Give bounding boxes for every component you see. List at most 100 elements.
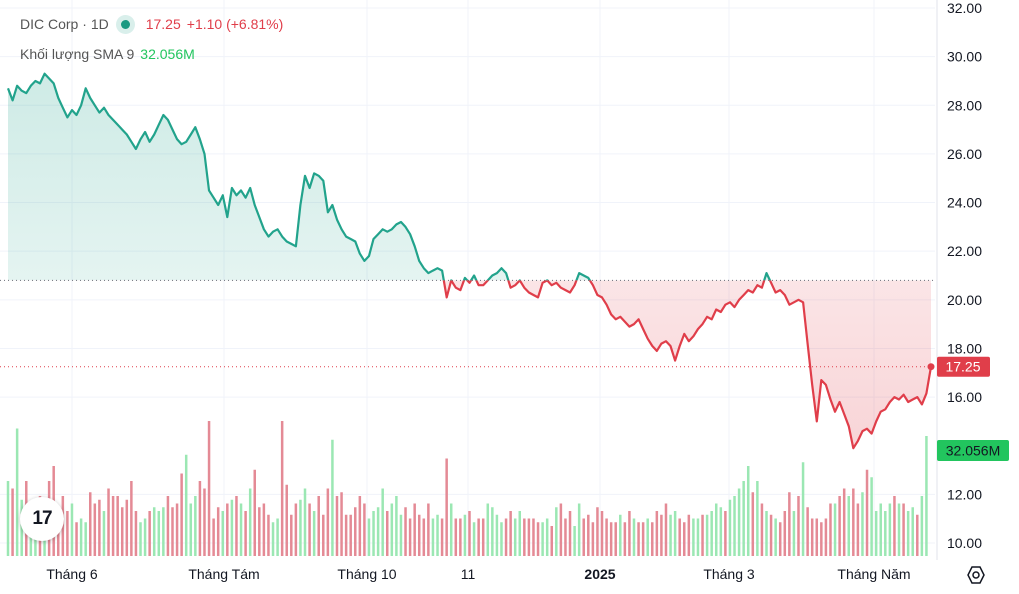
volume-bar <box>925 436 928 556</box>
volume-bar <box>623 522 627 556</box>
volume-bar <box>157 511 161 556</box>
volume-bar <box>705 514 709 556</box>
down-area <box>8 280 931 449</box>
volume-bar <box>134 511 138 556</box>
volume-bar <box>523 518 526 556</box>
volume-bar <box>75 522 78 556</box>
volume-bar <box>363 503 366 556</box>
volume-bar <box>198 481 202 556</box>
volume-bar <box>669 514 672 556</box>
volume-bar <box>701 514 704 556</box>
volume-bar <box>696 518 700 556</box>
volume-bar <box>724 511 727 556</box>
volume-bar <box>280 421 284 556</box>
volume-bar <box>326 488 330 556</box>
interval[interactable]: 1D <box>90 16 109 32</box>
volume-bar <box>564 518 567 556</box>
volume-bar <box>84 522 87 556</box>
volume-bar <box>815 518 819 556</box>
volume-bar <box>66 511 69 556</box>
volume-bar <box>765 511 768 556</box>
volume-bar <box>180 473 183 556</box>
volume-bar <box>902 503 905 556</box>
volume-bar <box>79 518 83 556</box>
volume-bar <box>820 522 823 556</box>
volume-bar <box>294 503 298 556</box>
volume-bar <box>344 514 348 556</box>
volume-bar <box>162 507 165 556</box>
x-tick-label: Tháng 10 <box>337 566 396 582</box>
volume-bar <box>842 488 846 556</box>
area-fills <box>8 73 931 449</box>
volume-bar <box>322 514 325 556</box>
tradingview-logo[interactable]: 17 <box>20 497 64 541</box>
settings-icon[interactable] <box>966 565 986 585</box>
volume-bar <box>897 503 901 556</box>
volume-bar <box>239 503 243 556</box>
volume-bar <box>459 518 462 556</box>
volume-bar <box>710 511 713 556</box>
volume-bar <box>399 514 403 556</box>
volume-bar <box>513 518 517 556</box>
volume-bar <box>303 488 307 556</box>
volume-bar <box>381 488 384 556</box>
volume-bar <box>783 511 787 556</box>
volume-bar <box>541 522 544 556</box>
volume-bar <box>454 518 458 556</box>
symbol-name[interactable]: DIC Corp <box>20 16 79 32</box>
volume-bar <box>422 518 426 556</box>
volume-bar <box>874 511 878 556</box>
volume-bar <box>244 511 247 556</box>
volume-bar <box>756 481 759 556</box>
volume-bar <box>248 488 252 556</box>
volume-bar <box>125 499 129 556</box>
x-tick-label: Tháng Năm <box>837 566 910 582</box>
volume-bar <box>555 507 558 556</box>
volume-bar <box>481 518 485 556</box>
up-area <box>8 73 770 281</box>
volume-label: 32.056M <box>946 443 1000 459</box>
volume-bar <box>504 518 508 556</box>
volume-bar <box>376 507 380 556</box>
volume-bar <box>88 492 92 556</box>
volume-bar <box>262 503 266 556</box>
volume-bar <box>431 518 435 556</box>
volume-bar <box>290 514 293 556</box>
volume-bar <box>312 511 316 556</box>
volume-bar <box>577 503 581 556</box>
volume-bar <box>253 469 256 556</box>
y-tick-label: 10.00 <box>947 535 982 551</box>
volume-bar <box>824 518 828 556</box>
volume-indicator-value: 32.056M <box>140 46 195 62</box>
volume-bar <box>646 518 649 556</box>
volume-bar <box>683 522 686 556</box>
volume-bar <box>865 469 869 556</box>
volume-bar <box>559 503 563 556</box>
volume-bar <box>358 496 362 556</box>
volume-bar <box>175 503 179 556</box>
y-tick-label: 16.00 <box>947 389 982 405</box>
volume-bar <box>120 507 124 556</box>
volume-bar <box>609 522 613 556</box>
volume-bar <box>285 484 288 556</box>
volume-bar <box>408 518 412 556</box>
x-tick-label: 2025 <box>584 566 615 582</box>
volume-bar <box>760 503 764 556</box>
volume-bar <box>810 518 814 556</box>
volume-bar <box>417 514 421 556</box>
volume-bar <box>390 503 394 556</box>
volume-bar <box>207 421 211 556</box>
separator: · <box>82 16 87 32</box>
volume-bar <box>171 507 174 556</box>
volume-tag <box>937 440 1009 461</box>
volume-bar <box>152 507 156 556</box>
volume-bar <box>568 511 572 556</box>
volume-indicator-label[interactable]: Khối lượng SMA 9 <box>20 46 135 62</box>
volume-bar <box>852 488 855 556</box>
symbol-legend: DIC Corp · 1D 17.25 +1.10 (+6.81%) <box>20 16 283 32</box>
volume-bar <box>637 522 640 556</box>
volume-bar <box>545 518 549 556</box>
last-price-dot <box>927 363 935 371</box>
volume-bar <box>317 496 320 556</box>
